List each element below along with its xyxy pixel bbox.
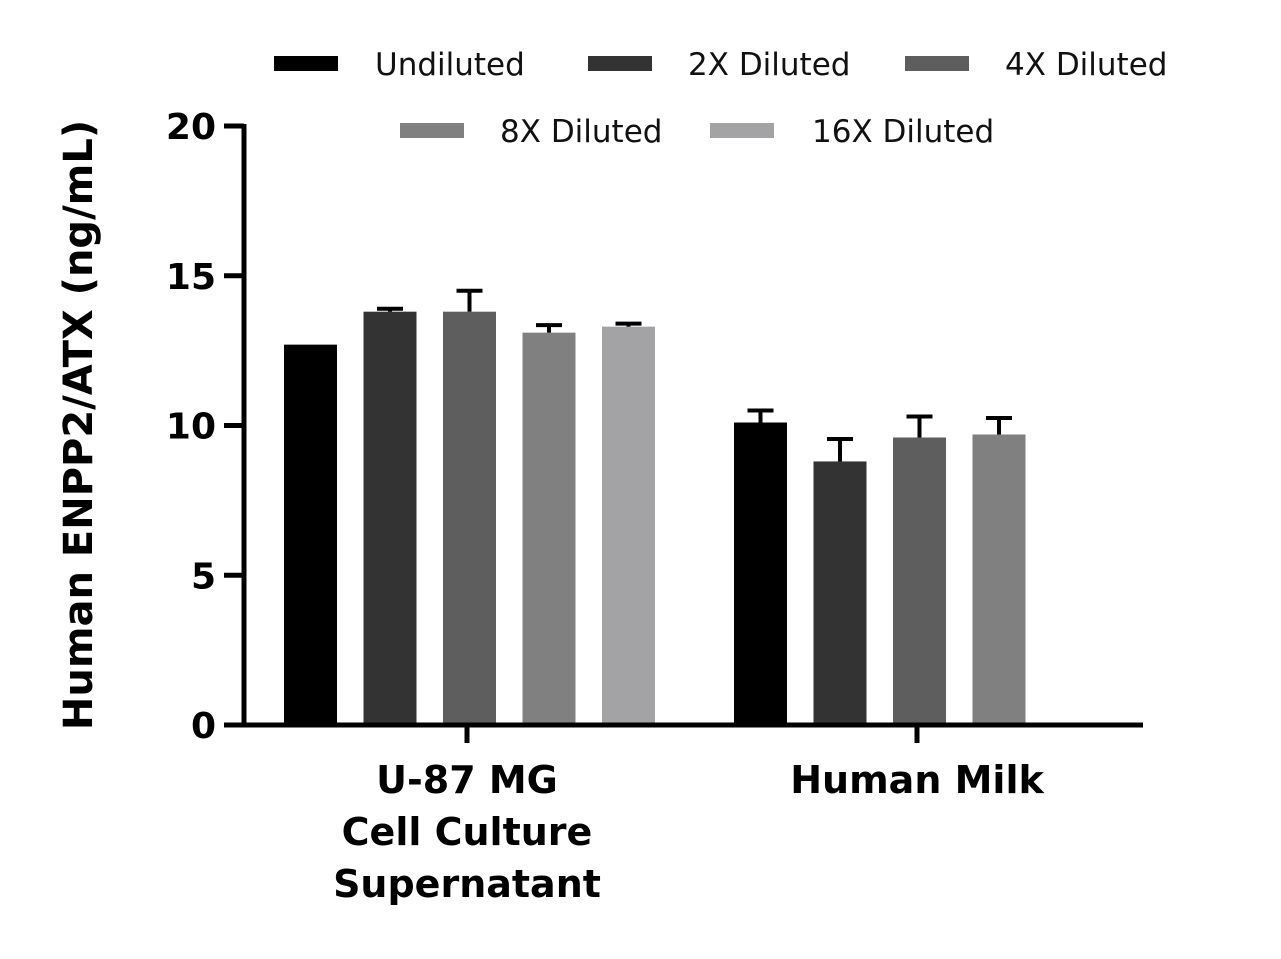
y-tick-label: 5 — [191, 556, 216, 597]
legend-swatch — [905, 56, 969, 71]
y-tick-label: 15 — [166, 257, 216, 298]
bar — [284, 344, 337, 725]
x-category-label: Human Milk — [790, 758, 1044, 802]
bar — [602, 326, 655, 725]
x-axis: U-87 MG Cell Culture Supernatant Human Milk — [242, 722, 1143, 906]
legend-label: Undiluted — [375, 47, 525, 83]
y-axis: 0 5 10 15 20 — [166, 107, 247, 747]
bar — [813, 461, 867, 725]
legend-swatch — [588, 56, 652, 71]
bar — [734, 422, 787, 725]
x-category-label: Cell Culture — [342, 810, 593, 854]
bar — [443, 311, 496, 725]
bar — [972, 434, 1026, 725]
x-category-label: U-87 MG — [376, 758, 558, 802]
bar — [893, 437, 946, 725]
legend-swatch — [710, 123, 774, 138]
legend: Undiluted 2X Diluted 4X Diluted 8X Diluted 1… — [274, 47, 1167, 150]
legend-swatch — [400, 123, 464, 138]
legend-label: 8X Diluted — [500, 114, 662, 150]
x-category-label: Supernatant — [333, 862, 601, 906]
bars — [284, 288, 1026, 725]
bar — [363, 311, 417, 725]
legend-label: 2X Diluted — [688, 47, 850, 83]
y-tick-label: 10 — [166, 407, 216, 448]
y-tick-label: 20 — [166, 107, 216, 148]
legend-label: 4X Diluted — [1005, 47, 1167, 83]
y-axis-label: Human ENPP2/ATX (ng/mL) — [56, 120, 102, 730]
legend-swatch — [274, 56, 338, 71]
bar — [522, 332, 576, 725]
y-tick-label: 0 — [191, 706, 216, 747]
legend-label: 16X Diluted — [812, 114, 994, 150]
